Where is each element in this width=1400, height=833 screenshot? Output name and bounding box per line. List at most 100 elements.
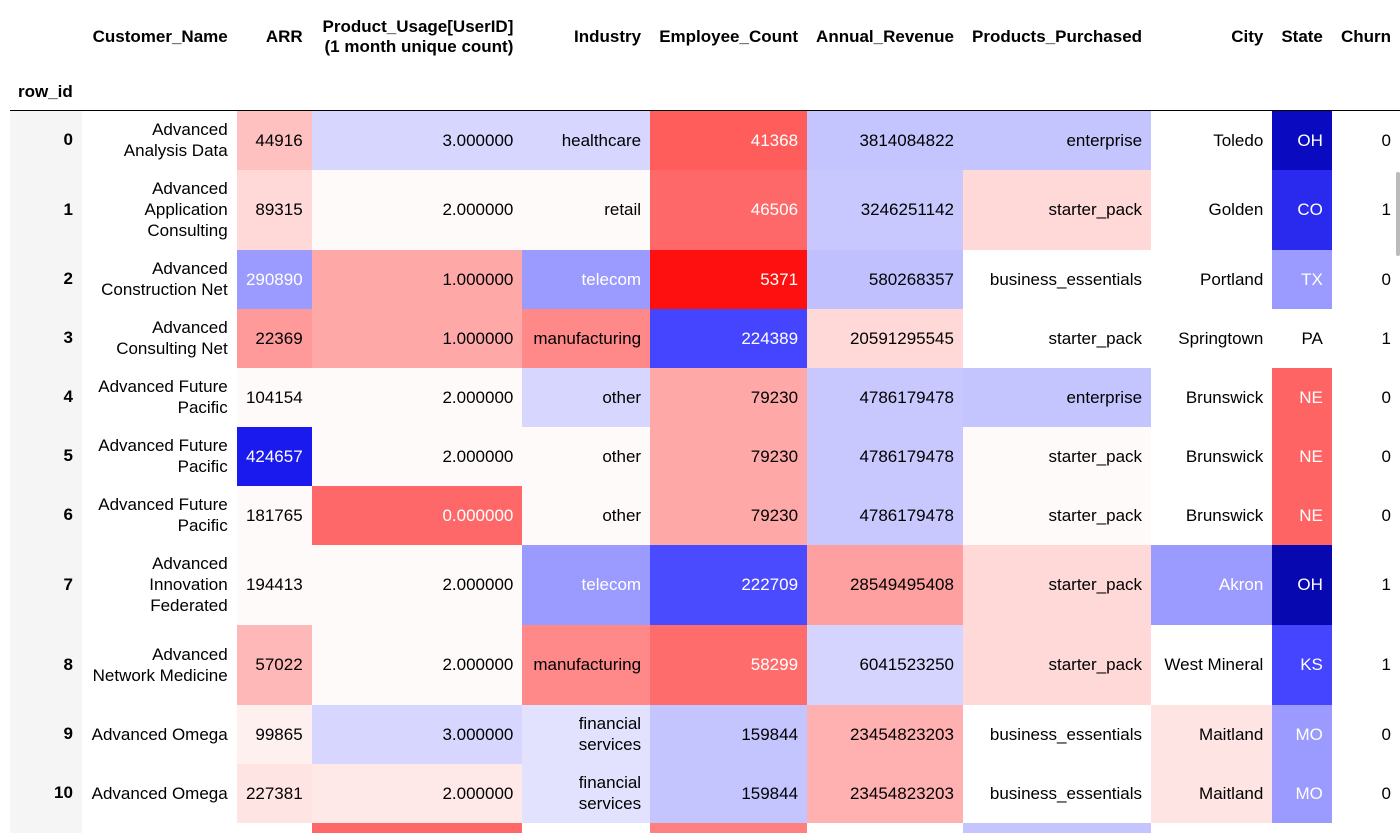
cell-customer-name: Advanced Analysis Data bbox=[81, 110, 237, 170]
column-header-customer-name: Customer_Name bbox=[92, 27, 228, 46]
table-header: Customer_Name ARR Product_Usage[UserID] (1 … bbox=[10, 0, 1400, 111]
cell-employee-count: 224389 bbox=[650, 308, 808, 368]
cell-churn: 0 bbox=[1331, 249, 1400, 309]
cell-products-purchased: starter_pack bbox=[962, 544, 1152, 625]
cell-annual-revenue: 20591295545 bbox=[807, 308, 963, 368]
cell-churn: 0 bbox=[1331, 367, 1400, 427]
cell-industry: manufacturing bbox=[522, 624, 651, 705]
table-body: 0 Advanced Analysis Data 44916 3.000000 heal… bbox=[10, 110, 1400, 833]
cell-city: Springtown bbox=[1151, 308, 1273, 368]
cell-churn: 0 bbox=[1331, 485, 1400, 545]
cell-state: OH bbox=[1272, 110, 1332, 170]
cell-city: Brunswick bbox=[1151, 367, 1273, 427]
row-index: 0 bbox=[10, 110, 82, 170]
table-row: 6 Advanced Future Pacific 181765 0.000000 ot… bbox=[10, 485, 1400, 545]
cell-annual-revenue: 23454823203 bbox=[807, 704, 963, 764]
cell-customer-name: Advanced Innovation Federated bbox=[81, 544, 237, 625]
column-header-annual-revenue: Annual_Revenue bbox=[816, 27, 954, 46]
cell-city: Portland bbox=[1151, 249, 1273, 309]
cell-customer-name: Advanced Future Pacific bbox=[81, 367, 237, 427]
cell-product-usage: 3.000000 bbox=[311, 704, 523, 764]
table-row: 7 Advanced Innovation Federated 194413 2.00… bbox=[10, 544, 1400, 625]
cell-product-usage: 1.000000 bbox=[311, 249, 523, 309]
cell-state: MO bbox=[1272, 763, 1332, 823]
cell-product-usage: 0.000000 bbox=[311, 485, 523, 545]
column-header-product-usage: Product_Usage[UserID] (1 month unique cou… bbox=[312, 0, 523, 74]
cell-employee-count: 5371 bbox=[650, 249, 808, 309]
column-header-row: Customer_Name ARR Product_Usage[UserID] (1 … bbox=[10, 0, 1400, 74]
cell-city: Brunswick bbox=[1151, 426, 1273, 486]
cell-city: Toledo bbox=[1151, 110, 1273, 170]
column-header-state: State bbox=[1281, 27, 1323, 46]
cell-product-usage: 1.000000 bbox=[311, 308, 523, 368]
cell-employee-count: 159844 bbox=[650, 704, 808, 764]
cell-product-usage: 2.000000 bbox=[311, 426, 523, 486]
cell-annual-revenue: 4786179478 bbox=[807, 485, 963, 545]
cell-city: Akron bbox=[1151, 544, 1273, 625]
row-index: 1 bbox=[10, 169, 82, 250]
cell-employee-count: 79230 bbox=[650, 426, 808, 486]
cell-customer-name: Advanced Network Medicine bbox=[81, 624, 237, 705]
row-index: 9 bbox=[10, 704, 82, 764]
cell-employee-count: 41368 bbox=[650, 110, 808, 170]
cell-annual-revenue: 4786179478 bbox=[807, 367, 963, 427]
cell-products-purchased: starter_pack bbox=[962, 426, 1152, 486]
cell-annual-revenue: 3814084822 bbox=[807, 110, 963, 170]
cell-customer-name: Advanced Omega bbox=[81, 704, 237, 764]
cell-state: NE bbox=[1272, 367, 1332, 427]
cell-industry: financial services bbox=[522, 763, 651, 823]
table-row: 3 Advanced Consulting Net 22369 1.000000 man… bbox=[10, 308, 1400, 368]
cell-state: NE bbox=[1272, 426, 1332, 486]
row-index: 6 bbox=[10, 485, 82, 545]
cell-churn: 0 bbox=[1331, 426, 1400, 486]
cell-product-usage: 2.000000 bbox=[311, 169, 523, 250]
cell-industry: healthcare bbox=[522, 110, 651, 170]
column-header-arr: ARR bbox=[265, 27, 303, 46]
cell-state: CO bbox=[1272, 169, 1332, 250]
cell-employee-count: 79230 bbox=[650, 367, 808, 427]
cell-arr: 227381 bbox=[236, 763, 312, 823]
cell-annual-revenue: 23454823203 bbox=[807, 763, 963, 823]
table-row: 9 Advanced Omega 99865 3.000000 financial se… bbox=[10, 704, 1400, 764]
cell-product-usage: 2.000000 bbox=[311, 544, 523, 625]
index-header-blank bbox=[10, 0, 82, 74]
cell-city: West Mineral bbox=[1151, 624, 1273, 705]
table-row: 2 Advanced Construction Net 290890 1.000000… bbox=[10, 249, 1400, 309]
cell-state: NE bbox=[1272, 485, 1332, 545]
cell-employee-count: 58299 bbox=[650, 624, 808, 705]
cell-churn: 0 bbox=[1331, 704, 1400, 764]
cell-employee-count: 159844 bbox=[650, 763, 808, 823]
cell-arr: 194413 bbox=[236, 544, 312, 625]
row-index: 2 bbox=[10, 249, 82, 309]
table-row: 1 Advanced Application Consulting 89315 2.0… bbox=[10, 169, 1400, 250]
horizontal-overflow-edge bbox=[1396, 172, 1400, 256]
cell-customer-name: Advanced Omega bbox=[81, 763, 237, 823]
cell-industry: retail bbox=[522, 169, 651, 250]
cell-arr: 89315 bbox=[236, 169, 312, 250]
cell-arr: 44916 bbox=[236, 110, 312, 170]
table-row: 4 Advanced Future Pacific 104154 2.000000 ot… bbox=[10, 367, 1400, 427]
column-header-churn: Churn bbox=[1340, 27, 1391, 46]
row-index: 10 bbox=[10, 763, 82, 823]
cell-product-usage: 2.000000 bbox=[311, 624, 523, 705]
index-name-spacer bbox=[81, 74, 1400, 111]
cell-industry: other bbox=[522, 367, 651, 427]
cell-annual-revenue: 580268357 bbox=[807, 249, 963, 309]
cell-churn: 1 bbox=[1331, 169, 1400, 250]
cell-products-purchased: enterprise bbox=[962, 110, 1152, 170]
cell-churn: 0 bbox=[1331, 763, 1400, 823]
table-row: 5 Advanced Future Pacific 424657 2.000000 ot… bbox=[10, 426, 1400, 486]
cell-employee-count: 46506 bbox=[650, 169, 808, 250]
cell-state: TX bbox=[1272, 249, 1332, 309]
dataframe-table: Customer_Name ARR Product_Usage[UserID] (1 … bbox=[10, 0, 1400, 833]
cell-state: PA bbox=[1272, 308, 1332, 368]
cell-state: MO bbox=[1272, 704, 1332, 764]
cell-customer-name: Advanced Future Pacific bbox=[81, 426, 237, 486]
cell-annual-revenue: 6041523250 bbox=[807, 624, 963, 705]
cell-employee-count: 79230 bbox=[650, 485, 808, 545]
cell-churn: 1 bbox=[1331, 624, 1400, 705]
row-index: 7 bbox=[10, 544, 82, 625]
table-row: 10 Advanced Omega 227381 2.000000 financial … bbox=[10, 763, 1400, 823]
cell-products-purchased: business_essentials bbox=[962, 763, 1152, 823]
cell-industry: financial services bbox=[522, 704, 651, 764]
